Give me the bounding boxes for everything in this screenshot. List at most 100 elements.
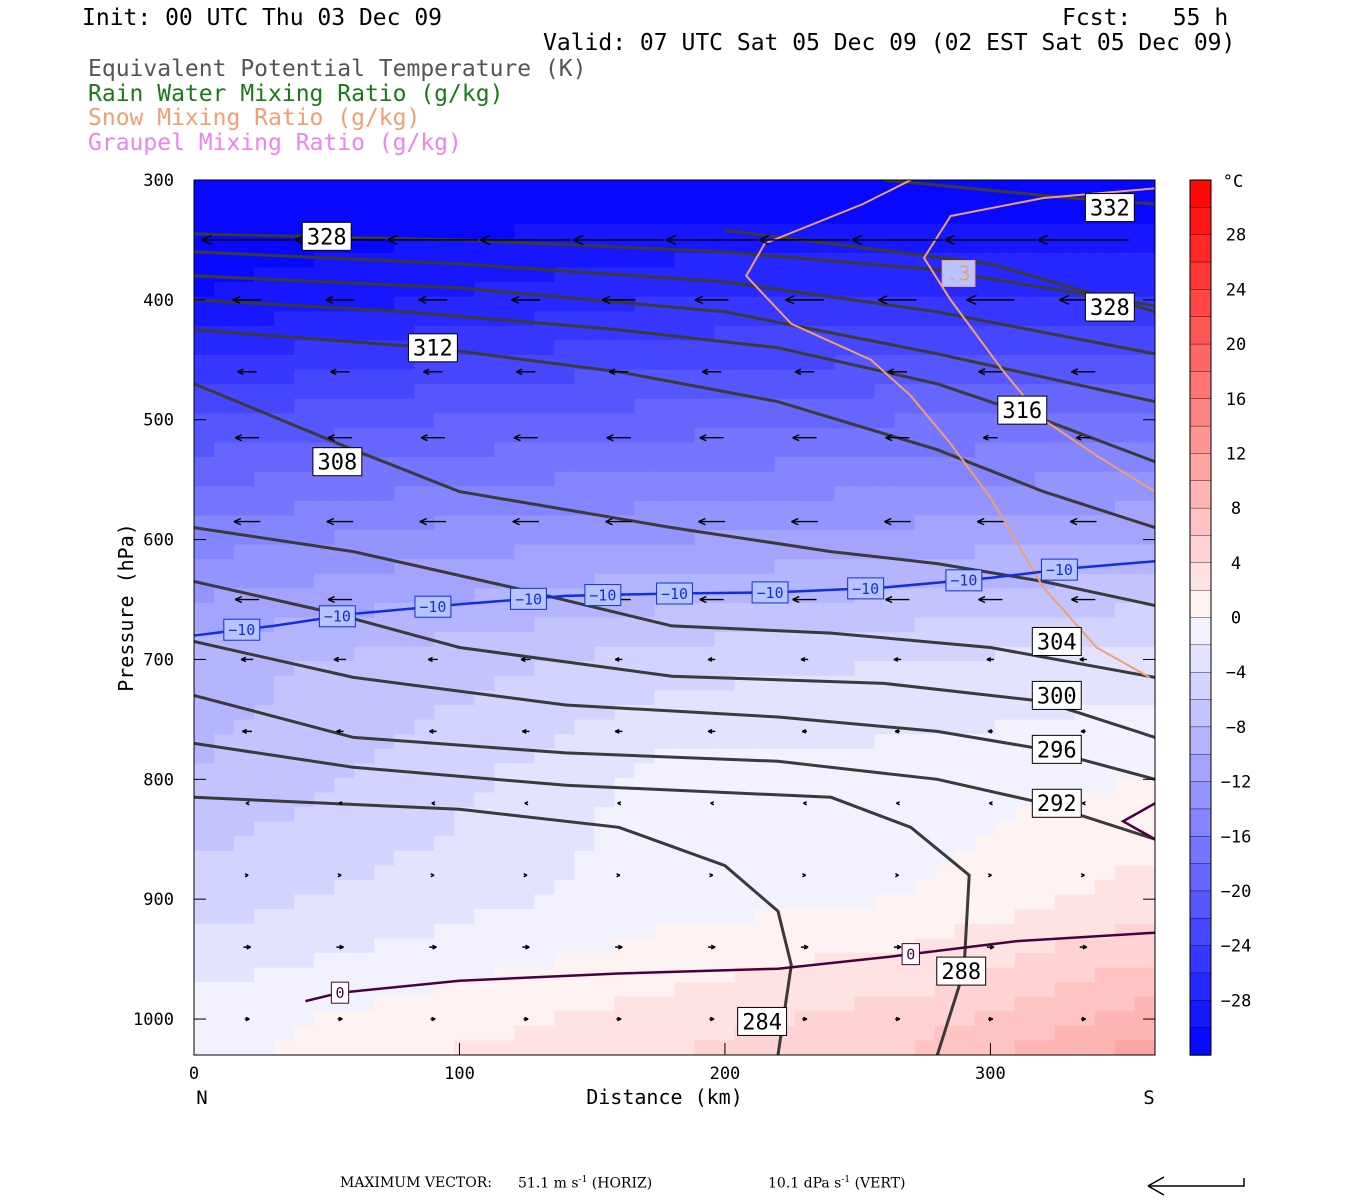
temperature-cell	[474, 296, 495, 312]
temperature-cell	[694, 690, 716, 706]
temperature-cell	[334, 384, 355, 400]
temperature-cell	[674, 909, 696, 925]
wind-vector	[966, 294, 1015, 306]
temperature-cell	[734, 952, 756, 969]
temperature-cell	[234, 238, 255, 254]
temperature-cell	[574, 952, 596, 969]
temperature-cell	[594, 223, 616, 239]
temperature-cell	[714, 661, 736, 677]
temperature-cell	[254, 909, 275, 925]
temperature-cell	[334, 705, 355, 721]
wind-vector	[522, 944, 530, 950]
temperature-cell	[354, 865, 375, 881]
temperature-cell	[914, 661, 936, 677]
wind-vector	[887, 368, 908, 376]
temperature-cell	[234, 559, 255, 575]
temperature-cell	[694, 807, 716, 823]
isotherm-minus10-label: −10	[847, 577, 885, 600]
colorbar-bin	[1189, 945, 1212, 974]
temperature-cell	[834, 180, 856, 196]
temperature-cell	[774, 632, 796, 648]
temperature-cell	[574, 252, 596, 269]
temperature-cell	[534, 923, 555, 939]
temperature-cell	[994, 617, 1016, 633]
temperature-cell	[234, 209, 255, 225]
wind-vector	[707, 728, 716, 734]
temperature-cell	[654, 311, 676, 327]
temperature-cell	[1094, 1011, 1116, 1027]
temperature-cell	[674, 602, 696, 619]
temperature-cell	[254, 690, 275, 706]
temperature-cell	[274, 1040, 295, 1055]
temperature-cell	[434, 748, 455, 764]
temperature-cell	[634, 559, 656, 575]
temperature-cell	[354, 573, 375, 589]
temperature-cell	[774, 384, 796, 400]
temperature-cell	[754, 719, 776, 735]
temperature-cell	[1014, 209, 1036, 225]
temperature-cell	[474, 602, 495, 619]
wind-vector	[707, 656, 716, 662]
wind-vector	[792, 595, 817, 604]
temperature-cell	[454, 1025, 475, 1042]
temperature-cell	[554, 442, 575, 458]
temperature-cell	[934, 821, 956, 837]
temperature-cell	[854, 836, 876, 852]
temperature-cell	[694, 880, 716, 896]
temperature-cell	[534, 1011, 555, 1027]
wind-vector	[201, 234, 293, 246]
temperature-cell	[934, 763, 956, 779]
isotherm-minus10-label-text: −10	[661, 585, 688, 603]
temperature-cell	[814, 996, 836, 1012]
wind-vector	[791, 517, 818, 526]
temperature-cell	[654, 340, 676, 356]
temperature-cell	[394, 617, 415, 633]
temperature-cell	[194, 661, 215, 677]
theta-e-label: 328	[301, 221, 352, 251]
temperature-cell	[854, 369, 876, 385]
temperature-cell	[874, 617, 896, 633]
temperature-cell	[274, 967, 295, 983]
temperature-cell	[214, 194, 235, 210]
temperature-cell	[654, 952, 676, 969]
temperature-cell	[614, 457, 636, 473]
wind-vector	[1071, 368, 1096, 376]
temperature-cell	[1114, 267, 1136, 283]
temperature-cell	[774, 982, 796, 998]
x-tick-label: 0	[189, 1064, 199, 1084]
temperature-cell	[374, 850, 395, 867]
temperature-cell	[474, 457, 495, 473]
temperature-cell	[1114, 792, 1136, 808]
wind-vector	[429, 944, 437, 950]
temperature-cell	[1094, 617, 1116, 633]
temperature-cell	[834, 486, 856, 502]
temperature-cell	[214, 209, 235, 225]
temperature-cell	[1054, 471, 1076, 487]
temperature-cell	[574, 427, 596, 444]
temperature-cell	[874, 325, 896, 342]
temperature-cell	[294, 588, 315, 604]
temperature-cell	[1114, 355, 1136, 371]
temperature-cell	[534, 850, 555, 867]
temperature-cell	[374, 398, 395, 414]
temperature-cell	[474, 355, 495, 371]
temperature-cell	[774, 267, 796, 283]
temperature-cell	[794, 1025, 816, 1042]
theta-e-label: 312	[407, 333, 458, 363]
temperature-cell	[454, 442, 475, 458]
temperature-cell	[854, 442, 876, 458]
isotherm-minus10-label-box	[945, 569, 983, 592]
temperature-cell	[1094, 252, 1116, 269]
temperature-cell	[374, 223, 395, 239]
temperature-cell	[614, 632, 636, 648]
temperature-cell	[414, 209, 435, 225]
temperature-cell	[654, 355, 676, 371]
temperature-cell	[894, 1011, 916, 1027]
temperature-cell	[314, 748, 335, 764]
temperature-cell	[294, 1040, 315, 1055]
colorbar-bin	[1189, 726, 1212, 755]
temperature-cell	[614, 500, 636, 517]
temperature-cell	[1114, 690, 1136, 706]
temperature-cell	[654, 180, 676, 196]
temperature-cell	[454, 500, 475, 517]
